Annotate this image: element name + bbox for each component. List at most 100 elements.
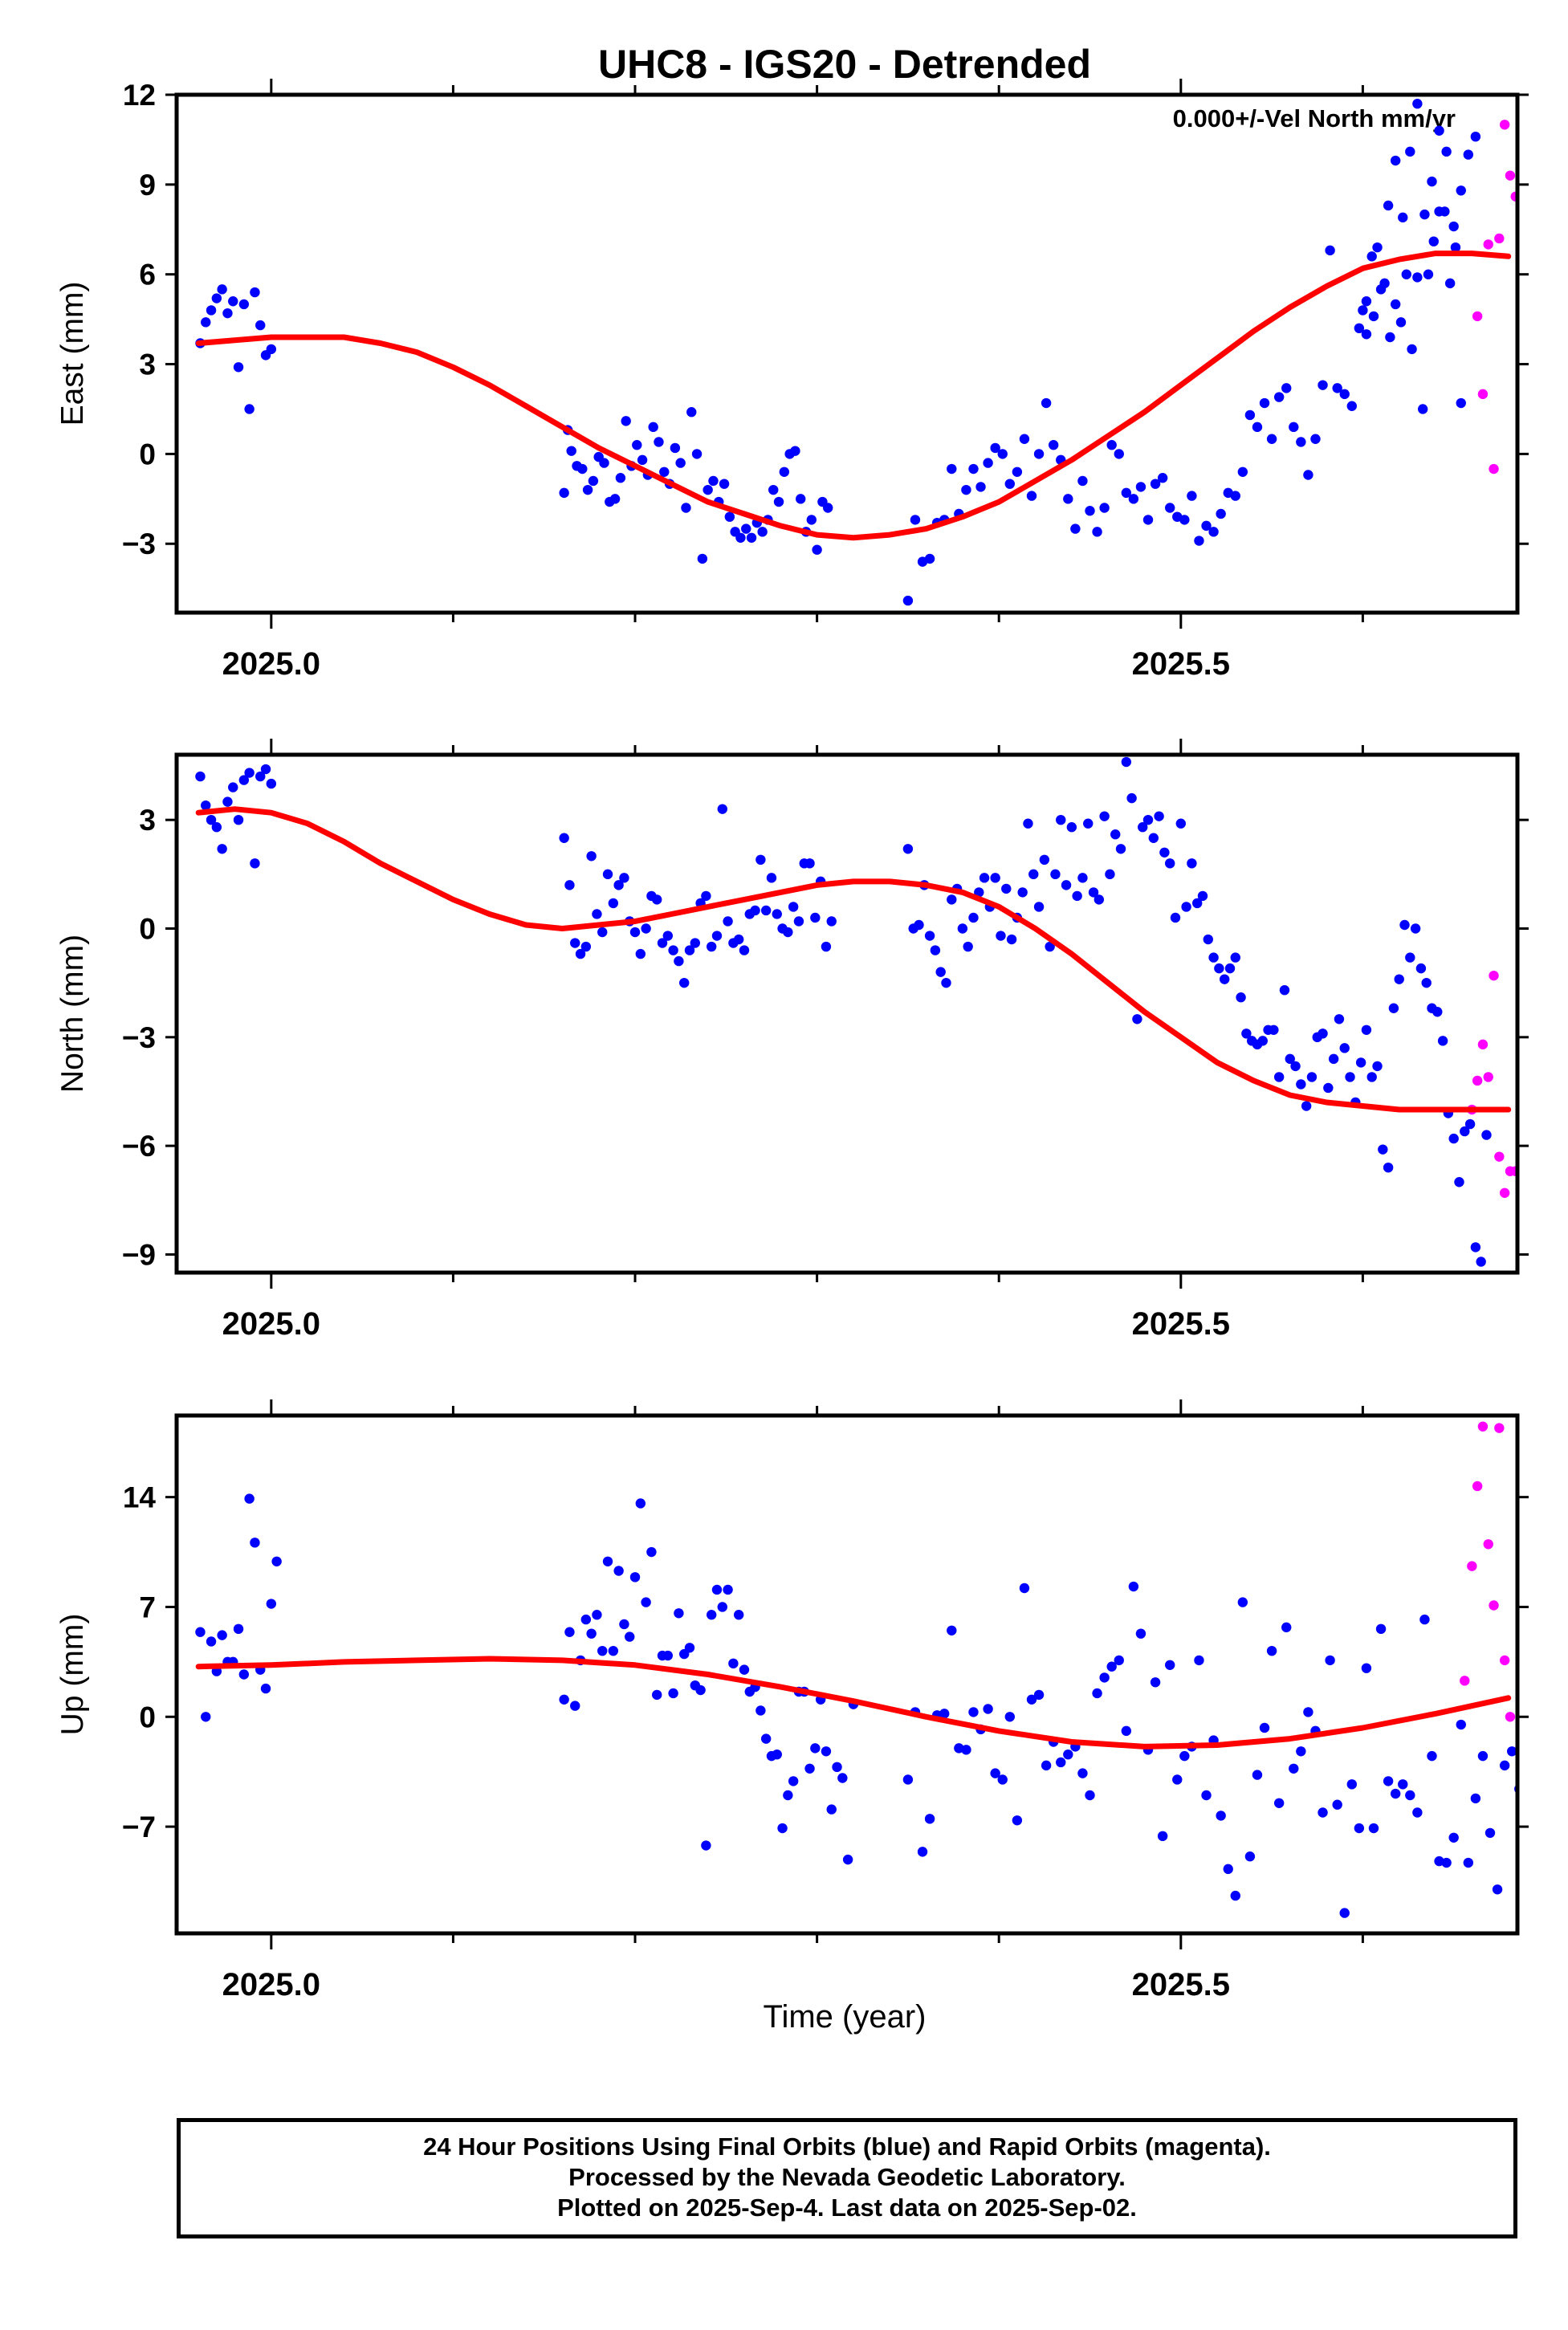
up-point-final [1485,1827,1496,1839]
north-point-final [657,938,668,948]
north-point-final [990,873,1000,883]
up-point-final [832,1762,842,1773]
up-xtick-label: 2025.0 [222,1967,320,2002]
up-point-final [1456,1719,1466,1730]
north-point-final [930,945,941,955]
up-point-final [602,1556,613,1566]
north-point-final [206,814,217,825]
up-point-final [592,1610,602,1620]
north-point-final [793,916,804,927]
east-point-final [1012,466,1023,477]
east-point-final [255,320,266,331]
up-point-final [902,1774,914,1785]
up-point-final [1237,1597,1248,1607]
east-point-final [1310,434,1321,444]
north-point-final [1138,822,1148,833]
north-point-final [1464,1118,1476,1130]
north-point-final [1165,858,1175,869]
up-point-rapid [1499,1655,1510,1666]
east-point-final [621,416,631,426]
east-point-final [1448,221,1459,232]
up-point-final [570,1701,580,1711]
up-point-final [1470,1793,1481,1804]
north-point-final [1105,869,1115,880]
velocity-label: 0.000+/-Vel North mm/yr [1173,104,1456,132]
up-point-rapid [1489,1600,1499,1611]
north-point-final [217,844,227,854]
up-point-final [1194,1655,1204,1666]
north-point-final [195,771,206,782]
up-point-final [1441,1857,1452,1868]
up-point-final [201,1712,211,1722]
east-point-final [1026,491,1037,501]
east-panel: 12 9 6 3 0 −3 2025.0 2025.5 East (mm) [55,79,1531,682]
up-point-final [1121,1725,1132,1737]
up-point-rapid [1460,1676,1470,1686]
east-point-final [1128,494,1139,504]
north-point-final [1361,1024,1372,1035]
up-point-final [564,1627,575,1637]
north-point-rapid [1477,1039,1489,1050]
up-point-final [238,1669,250,1680]
up-point-final [684,1643,695,1653]
north-point-final [250,858,260,869]
east-point-final [1187,491,1197,501]
north-point-final [260,764,271,775]
north-point-final [902,844,914,854]
up-point-final [1339,1908,1350,1918]
north-point-final [1323,1082,1334,1094]
east-point-final [1121,487,1132,499]
up-point-final [629,1572,641,1583]
north-point-final [788,902,799,912]
north-point-final [597,927,608,938]
up-point-final [1318,1807,1328,1818]
north-point-final [1159,847,1170,857]
up-point-final [1252,1770,1263,1780]
up-point-final [1383,1776,1394,1786]
up-point-final [760,1733,772,1744]
east-ytick-label: 9 [139,169,156,202]
north-point-final [1203,934,1213,945]
up-point-final [646,1546,657,1558]
north-point-final [1072,890,1082,902]
east-point-final [1252,422,1263,433]
east-point-final [1390,155,1401,166]
east-point-final [1434,125,1444,136]
up-point-final [997,1774,1008,1785]
east-point-final [1358,305,1368,316]
north-point-final [1437,1036,1448,1046]
north-point-final [1181,902,1191,912]
east-point-rapid [1521,344,1531,354]
up-point-final [1361,1663,1372,1673]
north-point-final [1088,887,1099,898]
east-point-final [1398,212,1408,223]
north-point-final [924,931,935,941]
north-point-final [804,858,815,869]
up-point-final [1244,1851,1256,1862]
up-point-final [1390,1788,1401,1799]
up-point-final [837,1773,848,1783]
north-point-final [1415,963,1427,974]
north-point-final [979,873,990,883]
east-point-final [1033,449,1045,459]
up-point-final [1223,1864,1233,1875]
up-ytick-label: 0 [139,1701,156,1733]
north-point-final [1339,1043,1350,1053]
north-point-final [1006,934,1017,945]
up-point-final [917,1847,928,1857]
east-point-final [708,475,719,487]
up-ytick-label: −7 [122,1811,156,1843]
east-point-final [609,494,621,504]
east-data [195,98,1531,606]
up-point-final [1499,1760,1510,1771]
up-point-final [1172,1774,1183,1785]
north-point-rapid [1472,1075,1483,1086]
north-point-final [755,854,766,866]
east-point-final [1325,245,1335,256]
up-point-final [821,1746,832,1757]
up-point-final [706,1610,717,1620]
north-point-final [1023,818,1033,829]
east-point-final [615,473,626,483]
up-point-final [1296,1746,1306,1757]
up-point-final [1412,1807,1423,1818]
